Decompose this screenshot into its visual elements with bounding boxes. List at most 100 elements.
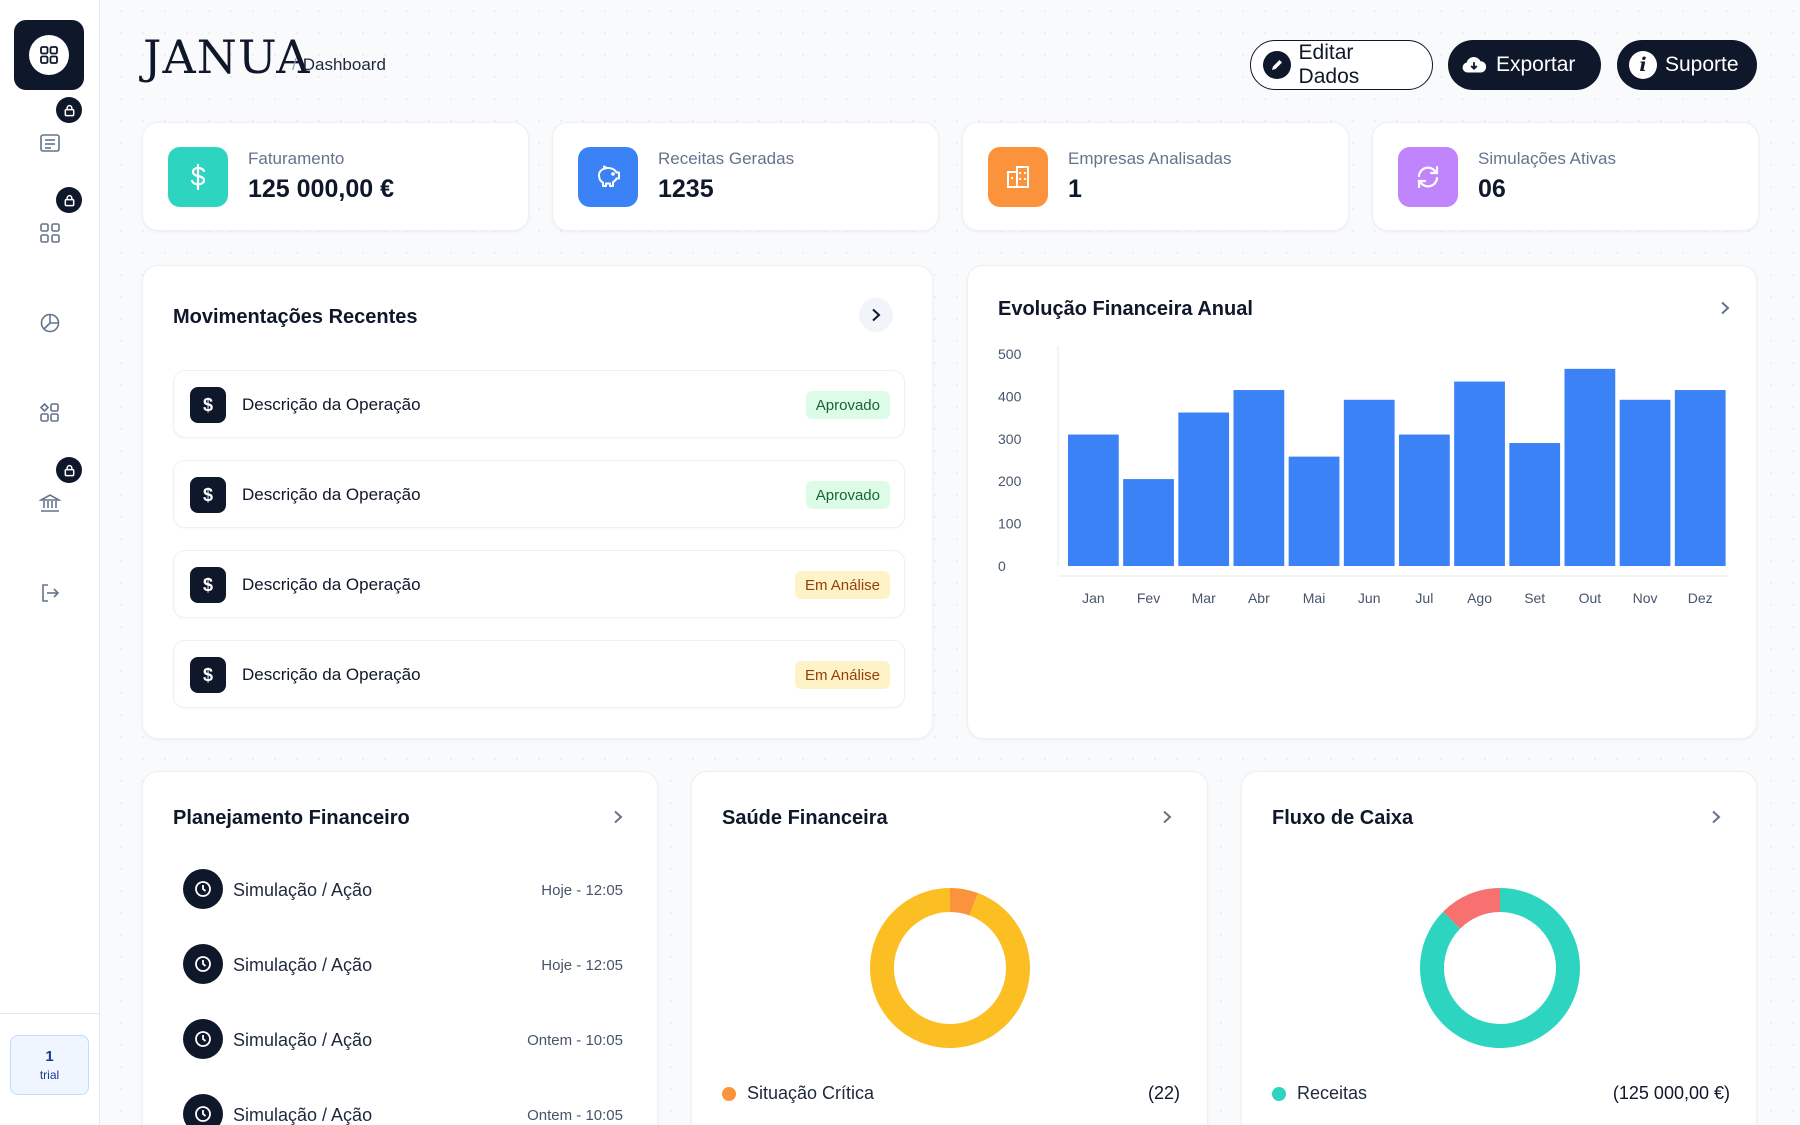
sidebar-item-documents[interactable] [30, 97, 82, 165]
bar-jul[interactable] [1399, 434, 1450, 566]
widgets-icon [39, 402, 61, 429]
planning-item[interactable]: Simulação / Ação Ontem - 10:05 [183, 1094, 623, 1125]
stat-card-faturamento: Faturamento 125 000,00 € [142, 122, 529, 231]
trial-badge[interactable]: 1 trial [10, 1035, 89, 1095]
bar-jun[interactable] [1343, 399, 1395, 566]
slice-receitas[interactable] [1420, 888, 1580, 1048]
stat-card-receitas: Receitas Geradas 1235 [552, 122, 939, 231]
cash-flow-more-button[interactable] [1699, 800, 1733, 834]
annual-evolution-more-button[interactable] [1708, 291, 1742, 325]
planning-item[interactable]: Simulação / Ação Hoje - 12:05 [183, 944, 623, 986]
recent-transactions-more-button[interactable] [859, 298, 893, 332]
y-tick-label: 400 [998, 388, 1022, 404]
breadcrumb: / Dashboard [292, 55, 386, 75]
bar-fev[interactable] [1123, 479, 1174, 566]
cloud-download-icon [1460, 51, 1488, 79]
dollar-icon: $ [190, 477, 226, 513]
financial-health-more-button[interactable] [1150, 800, 1184, 834]
financial-health-title: Saúde Financeira [722, 807, 888, 829]
sidebar-item-logout[interactable] [30, 575, 70, 615]
legend-value: (22) [1147, 1083, 1180, 1103]
cash-flow-title: Fluxo de Caixa [1272, 807, 1414, 829]
export-label: Exportar [1496, 53, 1576, 76]
bank-icon [37, 492, 63, 519]
bar-dez[interactable] [1674, 390, 1726, 566]
slice-situação-crítica[interactable] [950, 888, 978, 916]
breadcrumb-page[interactable]: Dashboard [302, 55, 386, 74]
piggy-bank-icon [578, 147, 638, 207]
sidebar-item-analytics[interactable] [30, 305, 70, 345]
breadcrumb-separator: / [292, 55, 297, 74]
pie-chart-icon [39, 312, 61, 339]
x-tick-label: Ago [1467, 590, 1492, 606]
chevron-right-icon [1163, 810, 1172, 824]
recent-transactions-card: Movimentações Recentes $ Descrição da Op… [142, 265, 933, 739]
x-tick-label: Mai [1303, 590, 1326, 606]
grid-icon [29, 35, 69, 75]
planning-item-label: Simulação / Ação [233, 955, 373, 975]
legend-item: Situação Crítica (22) [722, 1082, 1180, 1106]
clock-icon [183, 869, 223, 909]
support-label: Suporte [1665, 53, 1739, 76]
financial-planning-more-button[interactable] [601, 800, 635, 834]
stat-card-empresas: Empresas Analisadas 1 [962, 122, 1349, 231]
chevron-right-icon [1721, 301, 1730, 315]
refresh-icon [1398, 147, 1458, 207]
planning-item-time: Ontem - 10:05 [527, 1032, 623, 1049]
brand-logo: JANUA [143, 30, 311, 84]
x-tick-label: Set [1524, 590, 1545, 606]
x-tick-label: Nov [1633, 590, 1658, 606]
dollar-icon [168, 147, 228, 207]
logout-icon [39, 582, 61, 609]
slice-situação-saudável[interactable] [870, 888, 1030, 1048]
bar-mar[interactable] [1178, 412, 1230, 566]
bar-abr[interactable] [1233, 390, 1285, 566]
clock-icon [183, 944, 223, 984]
stat-label: Empresas Analisadas [1068, 149, 1232, 168]
building-icon [988, 147, 1048, 207]
x-tick-label: Jun [1358, 590, 1381, 606]
stat-value: 06 [1478, 175, 1506, 203]
bar-ago[interactable] [1454, 381, 1505, 566]
dollar-icon: $ [190, 567, 226, 603]
x-tick-label: Out [1579, 590, 1602, 606]
annual-evolution-title: Evolução Financeira Anual [998, 298, 1253, 320]
legend-label: Receitas [1297, 1083, 1368, 1103]
slice-despesas[interactable] [1443, 888, 1500, 929]
sidebar-item-bank[interactable] [30, 457, 82, 525]
export-button[interactable]: Exportar [1448, 40, 1601, 90]
planning-item[interactable]: Simulação / Ação Hoje - 12:05 [183, 869, 623, 911]
transaction-row[interactable]: $ Descrição da Operação Aprovado [173, 460, 905, 528]
planning-item-label: Simulação / Ação [233, 880, 373, 900]
document-list-icon [39, 132, 61, 159]
sidebar-divider [0, 1013, 100, 1014]
sidebar-item-dashboard[interactable] [14, 20, 84, 90]
chevron-right-icon [872, 308, 881, 322]
bar-mai[interactable] [1288, 456, 1340, 566]
transaction-row[interactable]: $ Descrição da Operação Em Análise [173, 550, 905, 618]
status-badge: Em Análise [794, 661, 890, 689]
planning-item-time: Ontem - 10:05 [527, 1107, 623, 1124]
bar-jan[interactable] [1068, 434, 1119, 566]
planning-item-time: Hoje - 12:05 [541, 882, 623, 899]
sidebar-item-widgets[interactable] [30, 395, 70, 435]
planning-item-label: Simulação / Ação [233, 1030, 373, 1050]
transaction-row[interactable]: $ Descrição da Operação Aprovado [173, 370, 905, 438]
bar-out[interactable] [1564, 368, 1616, 566]
bar-nov[interactable] [1619, 399, 1671, 566]
planning-item[interactable]: Simulação / Ação Ontem - 10:05 [183, 1019, 623, 1061]
transaction-description: Descrição da Operação [242, 575, 421, 594]
x-tick-label: Jan [1082, 590, 1105, 606]
sidebar-item-apps[interactable] [30, 187, 82, 255]
lock-icon [56, 457, 82, 483]
financial-health-donut [870, 888, 1030, 1048]
trial-count: 1 [45, 1048, 54, 1065]
x-tick-label: Jul [1415, 590, 1433, 606]
transaction-description: Descrição da Operação [242, 485, 421, 504]
edit-data-button[interactable]: Editar Dados [1250, 40, 1433, 90]
y-tick-label: 100 [998, 516, 1022, 532]
support-button[interactable]: i Suporte [1617, 40, 1757, 90]
bar-set[interactable] [1509, 443, 1561, 566]
transaction-row[interactable]: $ Descrição da Operação Em Análise [173, 640, 905, 708]
clock-icon [183, 1094, 223, 1125]
